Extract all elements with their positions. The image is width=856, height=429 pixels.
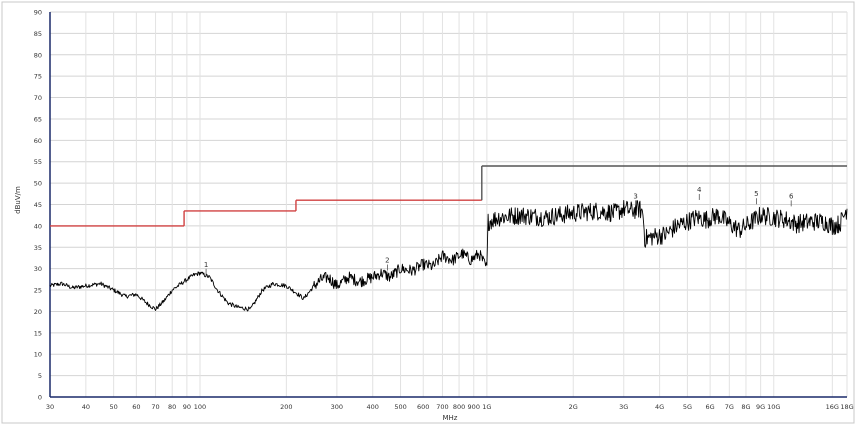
y-tick-label: 65 [34, 115, 42, 123]
marker-label: 2 [385, 257, 389, 265]
y-tick-label: 15 [34, 329, 42, 337]
x-tick-label: 9G [756, 403, 765, 411]
y-tick-label: 10 [34, 351, 42, 359]
x-tick-label: 8G [741, 403, 750, 411]
marker-label: 4 [697, 186, 702, 194]
grid-layer [49, 11, 848, 398]
x-tick-label: 60 [132, 403, 140, 411]
x-tick-label: 16G [826, 403, 839, 411]
x-tick-label: 500 [394, 403, 406, 411]
marker-label: 1 [204, 261, 208, 269]
x-tick-label: 700 [436, 403, 448, 411]
x-tick-label: 10G [767, 403, 780, 411]
y-tick-label: 35 [34, 244, 42, 252]
measured-trace [49, 199, 848, 312]
x-tick-label: 600 [417, 403, 429, 411]
x-tick-label: 5G [683, 403, 692, 411]
y-axis-label: dBuV/m [14, 186, 22, 214]
y-tick-label: 75 [34, 73, 42, 81]
x-tick-label: 30 [46, 403, 54, 411]
y-tick-label: 70 [34, 94, 42, 102]
marker-label: 5 [754, 190, 758, 198]
y-tick-label: 20 [34, 308, 42, 316]
series-layer [49, 199, 848, 312]
y-tick-label: 0 [38, 394, 42, 402]
y-tick-label: 55 [34, 158, 42, 166]
marker-label: 3 [633, 192, 637, 200]
x-tick-label: 18G [840, 403, 853, 411]
x-tick-label: 90 [183, 403, 191, 411]
x-tick-label: 50 [110, 403, 118, 411]
marker-label: 6 [789, 192, 794, 200]
x-tick-label: 40 [82, 403, 90, 411]
y-tick-label: 30 [34, 265, 42, 273]
annotation-layer: 1 2 3 4 5 6 [204, 186, 794, 275]
x-tick-label: 6G [706, 403, 715, 411]
limit-layer [50, 165, 847, 227]
x-tick-label: 900 [468, 403, 480, 411]
x-tick-label: 80 [168, 403, 176, 411]
x-tick-label: 100 [194, 403, 206, 411]
x-tick-label: 200 [280, 403, 292, 411]
y-tick-label: 50 [34, 180, 42, 188]
x-tick-label: 3G [619, 403, 628, 411]
x-tick-label: 2G [569, 403, 578, 411]
x-axis-label: MHz [443, 414, 458, 422]
y-tick-label: 60 [34, 137, 42, 145]
x-tick-label: 70 [151, 403, 159, 411]
y-tick-label: 45 [34, 201, 42, 209]
y-tick-label: 80 [34, 51, 42, 59]
y-tick-label: 25 [34, 287, 42, 295]
y-tick-label: 85 [34, 30, 42, 38]
y-tick-label: 5 [38, 372, 42, 380]
x-tick-label: 400 [367, 403, 379, 411]
x-tick-label: 4G [655, 403, 664, 411]
x-tick-label: 1G [482, 403, 491, 411]
x-tick-label: 800 [453, 403, 465, 411]
y-tick-label: 90 [34, 9, 42, 17]
y-tick-label: 40 [34, 222, 42, 230]
x-tick-label: 7G [725, 403, 734, 411]
x-tick-label: 300 [331, 403, 343, 411]
